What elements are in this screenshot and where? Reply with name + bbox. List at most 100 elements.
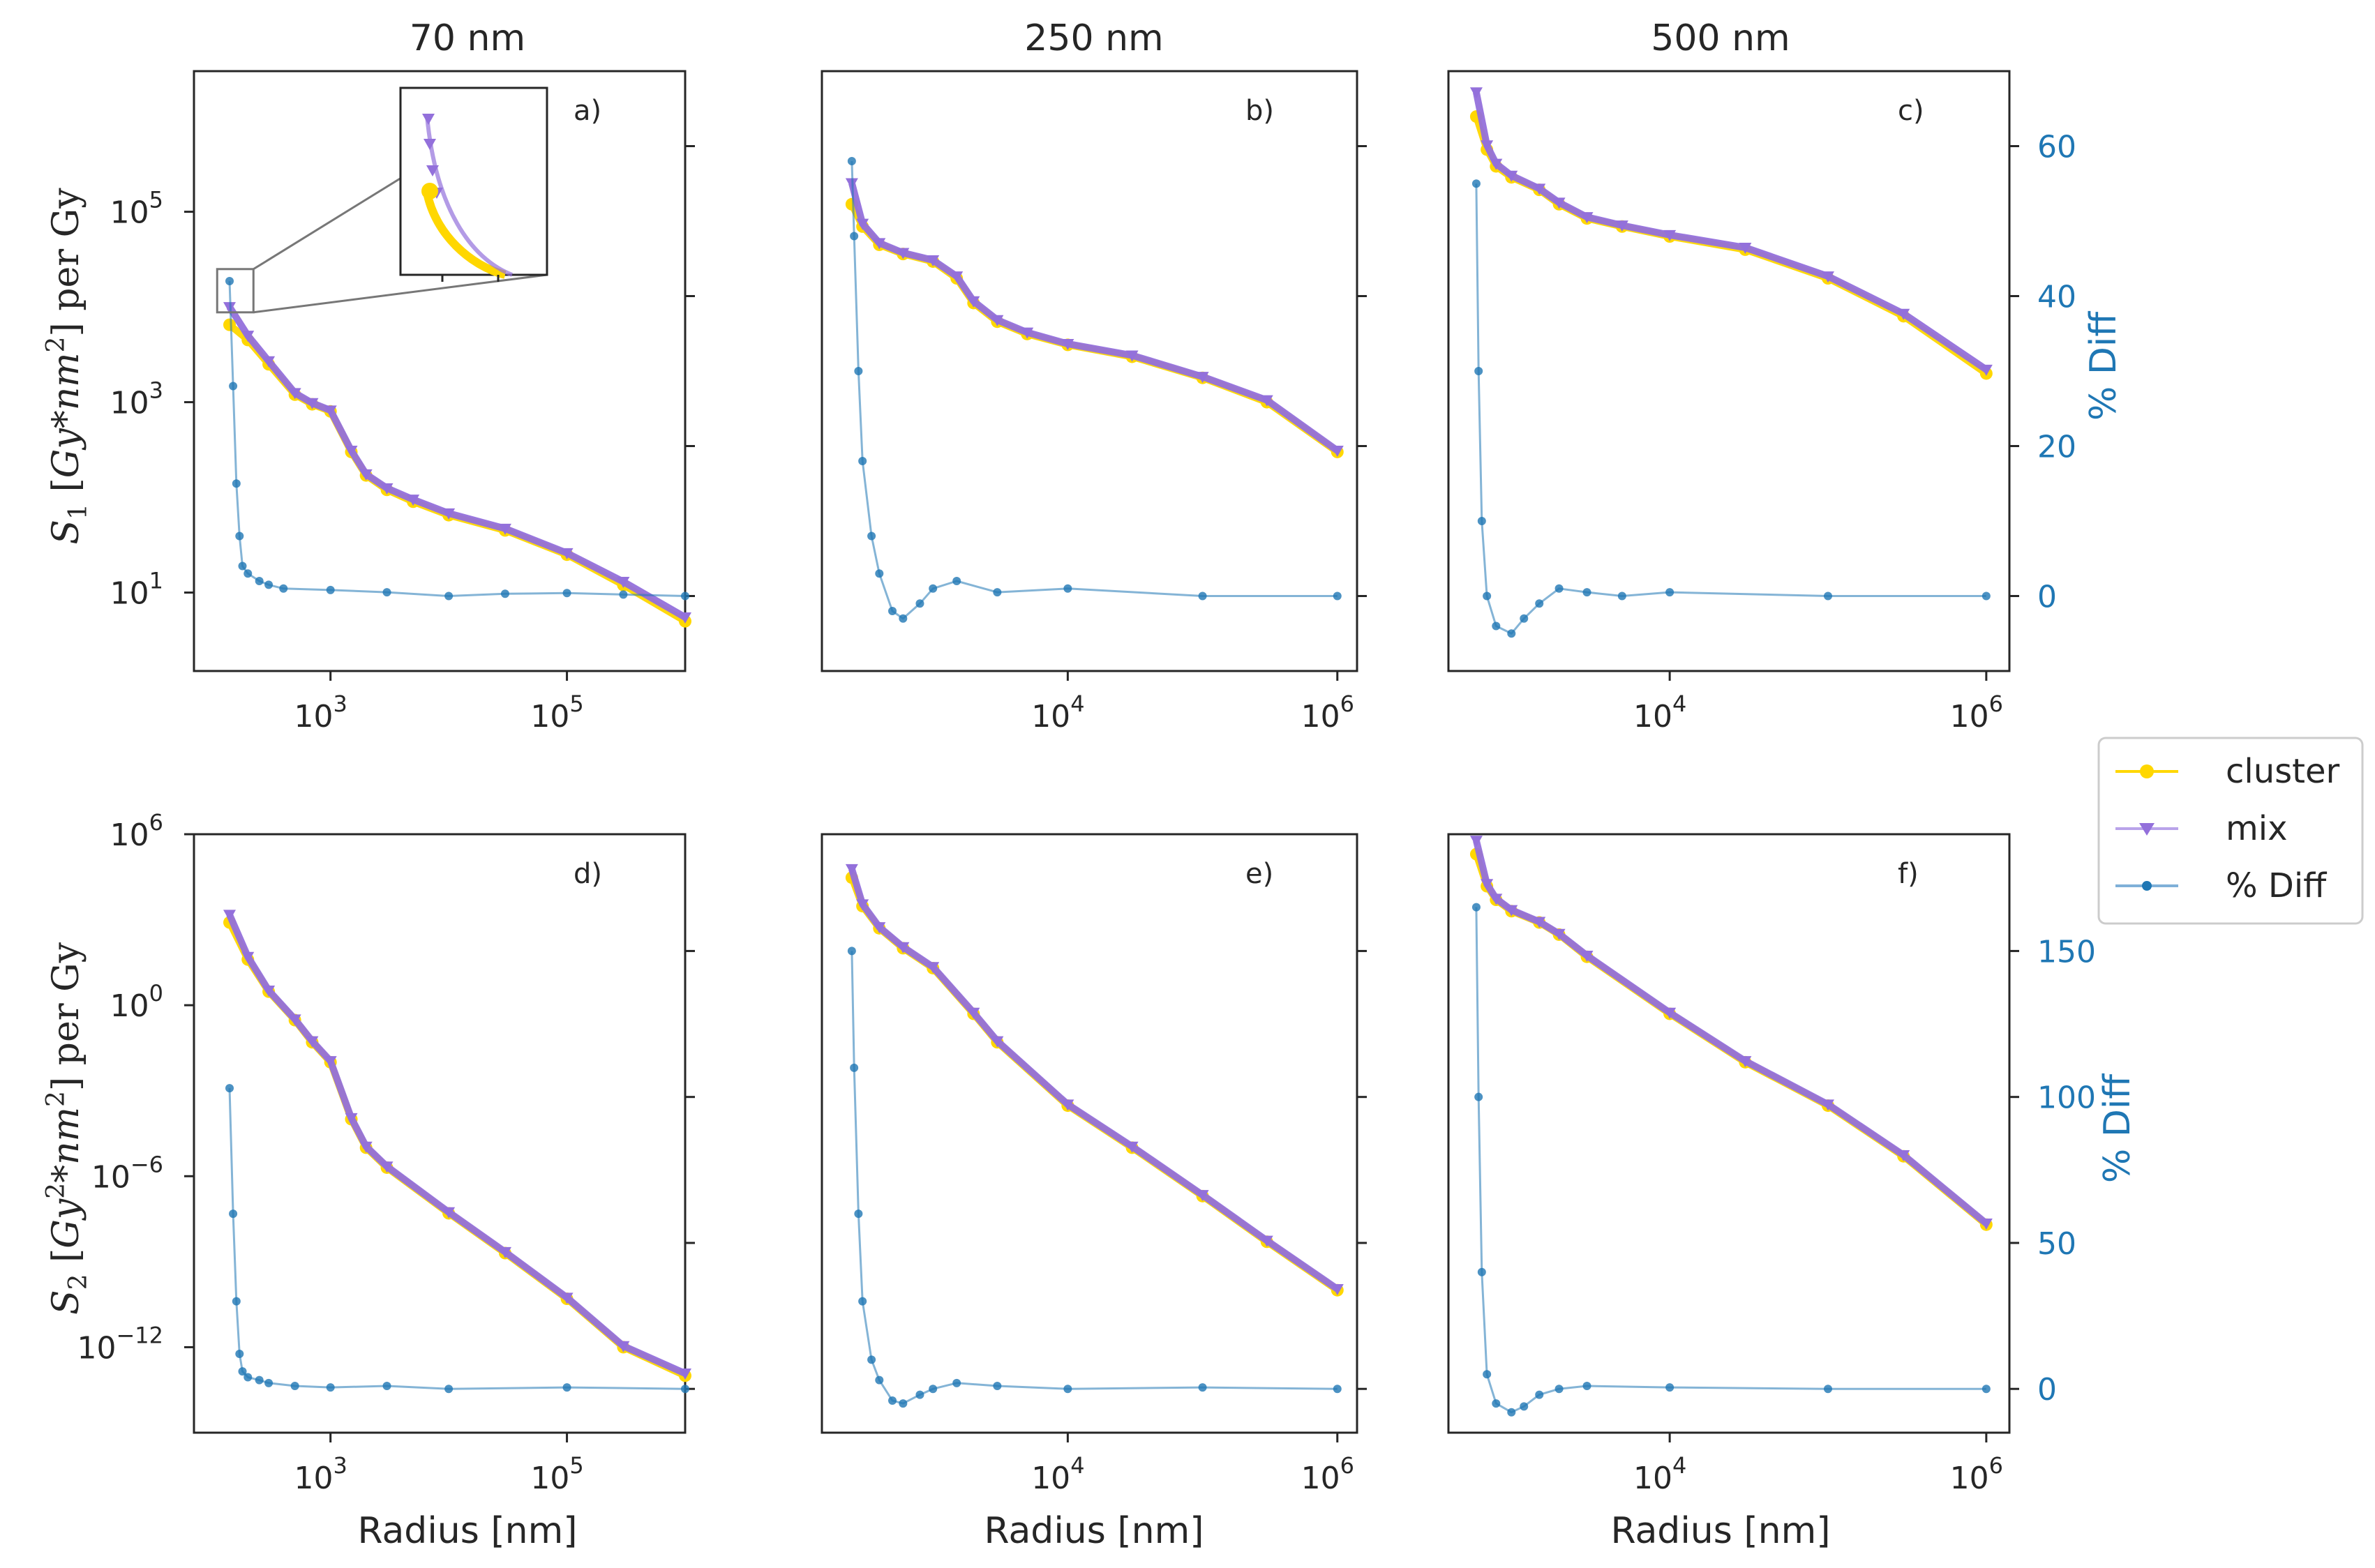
series-cluster-line [1473,853,1988,1228]
series-diff-point [1474,367,1483,375]
series-mix-point [442,508,456,520]
inset-frame [399,86,548,276]
series-mix-point [1481,879,1494,891]
y-tick-label: 103 [110,377,163,421]
legend-diff-label: % Diff [2226,866,2327,905]
series-diff-point [1981,1385,1991,1394]
series-mix-point [345,445,358,457]
inset-mix-point [424,139,436,150]
series-diff-point [382,588,391,597]
inset-cluster-point [421,183,438,199]
x-axis-label-col1: Radius [nm] [357,1510,577,1552]
series-mix-point [1061,338,1074,350]
y-tick-label: 10−6 [91,1151,163,1195]
series-mix-line [1472,91,1988,372]
series-diff-point [1554,1385,1564,1394]
series-mix-point [1979,364,1993,376]
panel-a: a) 103 105 101 103 105 [110,70,695,734]
series-diff-point [1520,1402,1529,1411]
series-diff-point [1471,903,1481,912]
right-y-axis-label-row1: % Diff [2083,311,2125,421]
series-diff-point [1198,591,1207,601]
series-diff-line [851,951,1338,1405]
x-axis-label-col2: Radius [nm] [984,1510,1204,1552]
inset-curves [421,114,514,282]
series-mix-line [1473,839,1988,1226]
series-mix-point [1739,243,1752,255]
y2-tick-label: 20 [2037,430,2076,465]
series-mix-point [359,1141,373,1153]
series-mix-point [324,405,337,417]
series-mix-line [848,868,1340,1292]
series-diff-point [867,1355,876,1364]
x-tick-label: 105 [530,1452,583,1496]
series-mix-point [407,495,420,506]
column-title-500nm: 500 nm [1651,17,1790,59]
y-tick-label: 100 [110,980,163,1024]
series-mix-point [856,899,869,911]
series-diff-point [444,1385,454,1394]
series-mix-point [873,922,886,934]
series-diff-point [1823,591,1832,601]
series-mix-point [845,864,858,875]
series-mix-point [1615,220,1628,232]
panel-label: e) [1245,858,1273,890]
series-diff-point [867,532,876,541]
series-diff-point [1333,591,1342,601]
series-mix-point [1260,1235,1273,1247]
series-mix-point [498,1246,511,1258]
series-diff-point [1477,517,1486,525]
series-diff-point [993,588,1002,597]
series-mix-point [679,612,691,624]
series-diff-point [1535,599,1544,608]
series-diff-point [1665,1383,1675,1392]
series-mix-point [288,1014,301,1026]
series-mix-point [324,1056,337,1068]
series-mix-point [1533,183,1546,195]
legend-mix-marker [2139,823,2155,836]
series-diff-line [1475,183,1986,635]
series-mix-point [927,962,940,974]
series-diff-point [1483,1370,1492,1379]
series-diff-point [915,599,924,608]
series-mix-point [262,356,276,368]
series-diff-point [1617,591,1626,601]
series-mix-line [226,913,687,1377]
series-diff-point [1507,1408,1516,1417]
series-diff-point [847,157,856,165]
series-diff-point [888,607,897,615]
panel-label: b) [1245,95,1274,127]
series-diff-point [232,1297,241,1306]
series-mix-point [1663,229,1677,241]
inset-connector [253,273,548,314]
series-mix-point [1490,158,1503,170]
inset-mix-curve [425,115,514,277]
panel-label: a) [574,95,601,127]
right-y-axis-label-row2: % Diff [2097,1073,2138,1183]
series-mix-point [856,218,869,230]
series-diff-point [326,1383,335,1392]
series-diff-point [1582,588,1591,597]
series-mix-point [927,255,940,267]
series-diff-point [229,1209,238,1219]
series-cluster-line [848,202,1340,455]
series-mix-point [1196,372,1209,384]
series-diff-point [562,589,571,598]
series-mix-point [380,483,394,495]
x-tick-label: 106 [1950,691,2003,734]
series-mix-point [1331,445,1344,457]
panel-b: b) 104 106 [821,70,1367,734]
series-mix-point [1580,951,1594,963]
series-mix-point [1490,894,1503,905]
series-diff-point [229,382,238,391]
series-diff-point [1483,591,1492,601]
series-diff-point [1981,591,1991,601]
plot-frame [193,833,687,1434]
series-diff-point [1554,584,1564,593]
series-mix-point [1505,170,1518,182]
series-mix-point [897,942,910,953]
series-mix-point [1505,905,1518,917]
x-tick-label: 104 [1031,691,1084,734]
series-mix-point [967,1007,980,1019]
series-mix-point [873,238,886,250]
